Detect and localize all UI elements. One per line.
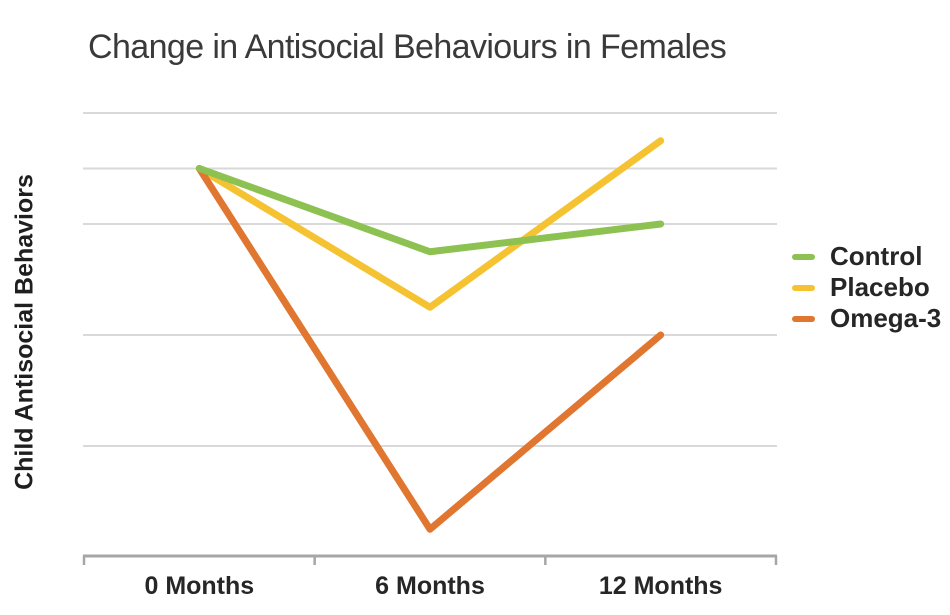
series-line-control	[195, 165, 665, 256]
legend-item-omega-3: Omega-3	[792, 303, 941, 334]
series-line-placebo	[195, 137, 665, 311]
x-tick-label-0-months: 0 Months	[144, 572, 255, 600]
series-line-omega-3	[195, 165, 665, 533]
legend-label: Placebo	[830, 272, 930, 302]
legend-swatch-icon	[792, 253, 815, 260]
x-tick-label-6-months: 6 Months	[375, 572, 485, 600]
legend-item-placebo: Placebo	[792, 272, 941, 303]
legend: Control Placebo Omega-3	[792, 241, 941, 334]
x-tick-label-12-months: 12 Months	[598, 572, 723, 600]
legend-item-control: Control	[792, 241, 941, 272]
legend-label: Control	[830, 241, 923, 271]
chart-title: Change in Antisocial Behaviours in Femal…	[88, 28, 727, 66]
legend-swatch-icon	[792, 284, 815, 291]
legend-label: Omega-3	[830, 303, 942, 333]
legend-swatch-icon	[792, 315, 815, 322]
x-axis-labels: 0 Months 6 Months 12 Months	[0, 572, 950, 606]
